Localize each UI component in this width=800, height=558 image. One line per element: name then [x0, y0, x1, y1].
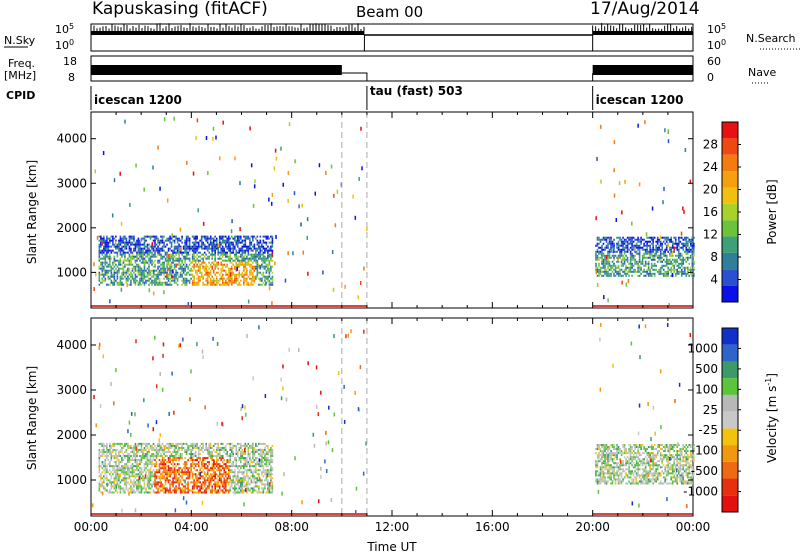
velocity-panel: 1000 2000 3000 4000 00:00 04:00 08:00 12:00 16:0… [56, 318, 710, 534]
nave-tick-high: 60 [707, 55, 721, 68]
colorbar-tick: 25 [703, 403, 718, 417]
power-ylabel: Slant Range [km] [25, 160, 39, 264]
nsky-label: N.Sky [4, 34, 36, 47]
nave-label: Nave [748, 66, 776, 79]
colorbar-cell [722, 361, 738, 378]
nsky-strip: N.Sky 105 100 N.Search 105 100 [4, 22, 800, 52]
colorbar-cell [722, 138, 738, 154]
xtick-label: 12:00 [375, 520, 410, 534]
colorbar-tick: 1000 [687, 341, 718, 355]
colorbar-tick: 16 [703, 205, 718, 219]
xtick-label: 08:00 [274, 520, 309, 534]
velocity-colorbar-label: Velocity [m s-1] [764, 373, 779, 463]
nsky-band-2 [593, 31, 693, 35]
power-colorbar: 4 8 12 16 20 24 28 [703, 122, 741, 302]
power-colorbar-label: Power [dB] [765, 179, 779, 244]
colorbar-cell [722, 204, 738, 220]
xtick-label: 00:00 [74, 520, 109, 534]
colorbar-cell [722, 345, 738, 362]
nsky-trace [91, 23, 693, 51]
colorbar-cell [722, 155, 738, 171]
cpid-segments: icescan 1200 tau (fast) 503 icescan 1200 [91, 84, 684, 110]
plot-frame [91, 318, 693, 516]
colorbar-tick: 100 [695, 382, 718, 396]
colorbar-cell [722, 428, 738, 445]
colorbar-tick: 20 [703, 183, 718, 197]
beam-title: Beam 00 [356, 3, 423, 21]
ytick-label: 4000 [56, 132, 87, 146]
plot-frame [91, 112, 693, 308]
colorbar-cell [722, 495, 738, 512]
date-title: 17/Aug/2014 [590, 0, 700, 19]
xtick-label: 20:00 [575, 520, 610, 534]
ytick-label: 3000 [56, 383, 87, 397]
x-axis-label: Time UT [366, 540, 417, 554]
colorbar-cell [722, 187, 738, 203]
colorbar-tick: 4 [710, 273, 718, 287]
station-title: Kapuskasing (fitACF) [92, 0, 268, 19]
freq-strip: Freq. [MHz] 18 8 Nave 60 0 [4, 55, 776, 84]
freq-trace [91, 65, 693, 81]
colorbar-cell [722, 220, 738, 236]
colorbar-cell [722, 122, 738, 138]
ytick-label: 3000 [56, 176, 87, 190]
colorbar-tick: 8 [710, 250, 718, 264]
colorbar-cell [722, 412, 738, 429]
colorbar-cell [722, 479, 738, 496]
colorbar-tick: -1000 [683, 485, 718, 499]
colorbar-tick: 12 [703, 228, 718, 242]
power-panel: 1000 2000 3000 4000 [56, 112, 694, 308]
freq-unit: [MHz] [4, 69, 36, 82]
nsearch-label: N.Search [746, 32, 796, 45]
colorbar-cell [722, 378, 738, 395]
xtick-label: 00:00 [676, 520, 711, 534]
colorbar-tick: 24 [703, 160, 718, 174]
xtick-label: 04:00 [174, 520, 209, 534]
colorbar-cell [722, 237, 738, 253]
xtick-label: 16:00 [475, 520, 510, 534]
cpid-segment-1: tau (fast) 503 [370, 84, 463, 98]
cpid-segment-0: icescan 1200 [94, 93, 182, 107]
ytick-label: 1000 [56, 473, 87, 487]
colorbar-cell [722, 269, 738, 285]
colorbar-cell [722, 445, 738, 462]
colorbar-tick: -100 [691, 444, 718, 458]
colorbar-cell [722, 328, 738, 345]
freq-band-1 [593, 65, 693, 75]
freq-tick-low: 8 [68, 71, 75, 84]
colorbar-cell [722, 395, 738, 412]
nsearch-tick-high: 105 [707, 22, 726, 36]
colorbar-cell [722, 171, 738, 187]
colorbar-cell [722, 462, 738, 479]
colorbar-tick: 28 [703, 138, 718, 152]
ytick-label: 2000 [56, 428, 87, 442]
ytick-label: 4000 [56, 338, 87, 352]
colorbar-tick: -25 [698, 423, 718, 437]
velocity-ylabel: Slant Range [km] [25, 366, 39, 470]
colorbar-cell [722, 253, 738, 269]
colorbar-tick: 500 [695, 362, 718, 376]
colorbar-cell [722, 286, 738, 302]
colorbar-tick: -500 [691, 464, 718, 478]
nsky-tick-high: 105 [55, 22, 74, 36]
freq-band-0 [91, 65, 342, 75]
nsearch-tick-low: 100 [707, 38, 726, 52]
cpid-label: CPID [6, 89, 35, 102]
freq-tick-high: 18 [63, 55, 77, 68]
nsky-band-0 [91, 31, 364, 35]
nave-tick-low: 0 [707, 71, 714, 84]
nsky-tick-low: 100 [55, 38, 74, 52]
cpid-segment-2: icescan 1200 [596, 93, 684, 107]
ytick-label: 1000 [56, 265, 87, 279]
ytick-label: 2000 [56, 221, 87, 235]
